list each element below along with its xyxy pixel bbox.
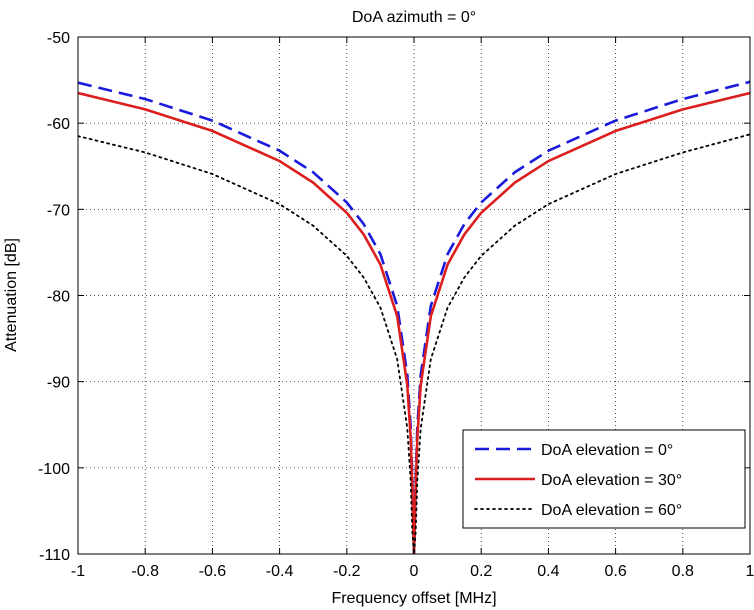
legend: DoA elevation = 0° DoA elevation = 30° DoA… xyxy=(462,429,746,529)
y-tick-label: -90 xyxy=(47,375,70,392)
x-tick-label: 0.6 xyxy=(604,563,626,580)
legend-entry-label: DoA elevation = 0° xyxy=(541,442,673,459)
y-tick-label: -60 xyxy=(47,116,70,133)
y-tick-label: -80 xyxy=(47,289,70,306)
x-tick-label: -0.6 xyxy=(199,563,227,580)
x-tick-label: 0.8 xyxy=(672,563,694,580)
series-layer xyxy=(78,80,750,554)
x-tick-label: -1 xyxy=(71,563,85,580)
x-tick-label: 0.2 xyxy=(470,563,492,580)
series-line-3 xyxy=(78,133,750,554)
x-tick-label: 0 xyxy=(410,563,419,580)
series-line-1 xyxy=(78,80,750,554)
y-tick-label: -100 xyxy=(38,461,70,478)
y-axis-label: Attenuation [dB] xyxy=(3,238,20,352)
legend-entry-label: DoA elevation = 60° xyxy=(541,502,682,519)
series-line-2 xyxy=(78,91,750,554)
x-tick-label: 0.4 xyxy=(537,563,559,580)
chart-title: DoA azimuth = 0° xyxy=(352,9,476,26)
x-tick-label: 1 xyxy=(746,563,754,580)
x-tick-label: -0.2 xyxy=(333,563,361,580)
y-tick-label: -110 xyxy=(39,547,70,564)
x-tick-label: -0.4 xyxy=(266,563,294,580)
x-tick-label: -0.8 xyxy=(131,563,159,580)
y-tick-label: -50 xyxy=(47,30,70,47)
legend-entry-label: DoA elevation = 30° xyxy=(541,472,682,489)
ticks: -1 -0.8 -0.6 -0.4 -0.2 0 0.2 0.4 0.6 0.8 1 -50 -60 -7… xyxy=(38,30,754,580)
x-axis-label: Frequency offset [MHz] xyxy=(331,590,496,607)
y-tick-label: -70 xyxy=(47,202,70,219)
